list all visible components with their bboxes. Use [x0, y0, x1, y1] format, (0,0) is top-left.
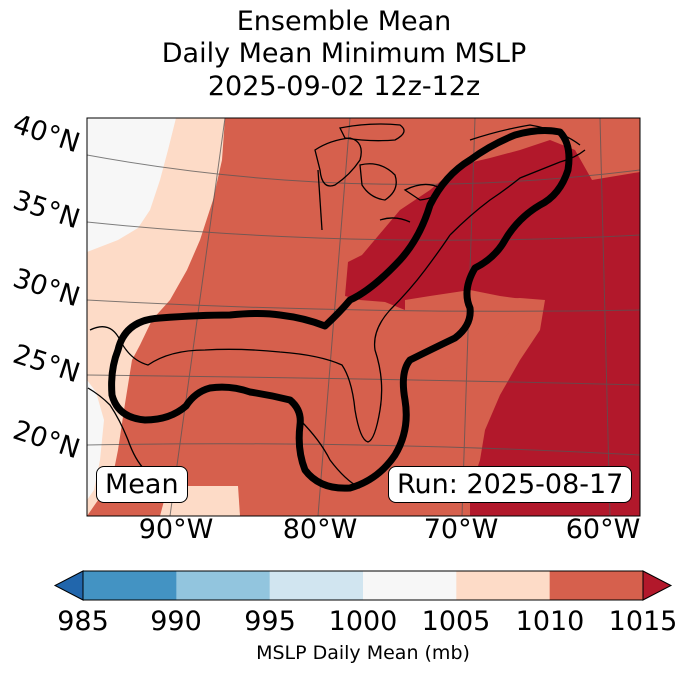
colorbar-segment-1000: [363, 571, 457, 600]
title-line-3: 2025-09-02 12z-12z: [207, 71, 481, 102]
colorbar-tick-1000: 1000: [328, 606, 398, 637]
colorbar-segment-990: [176, 571, 271, 600]
lon-label-90w: 90°W: [138, 514, 214, 545]
colorbar-tick-995: 995: [244, 606, 296, 637]
colorbar-label: MSLP Daily Mean (mb): [256, 642, 470, 664]
colorbar-segment-1005: [456, 571, 551, 600]
colorbar-tick-990: 990: [150, 606, 202, 637]
colorbar-extend-low: [53, 570, 84, 601]
colorbar-segment-995: [269, 571, 364, 600]
contour-outline: [108, 127, 573, 492]
colorbar-tick-1015: 1015: [608, 606, 678, 637]
run-label-box: Run: 2025-08-17: [388, 466, 633, 503]
colorbar-extend-high: [642, 570, 673, 601]
title-line-1: Ensemble Mean: [236, 6, 452, 37]
lon-label-60w: 60°W: [565, 514, 641, 545]
colorbar-tick-1010: 1010: [515, 606, 585, 637]
title-line-2: Daily Mean Minimum MSLP: [161, 38, 527, 69]
colorbar-segment-985: [83, 571, 177, 600]
map-frame: [86, 117, 641, 517]
mean-label-box: Mean: [96, 466, 188, 503]
lon-label-80w: 80°W: [282, 514, 358, 545]
field-below-1000: [87, 118, 176, 252]
colorbar-segment-1010: [549, 571, 644, 600]
colorbar-tick-1005: 1005: [421, 606, 491, 637]
field-below-1000-sw: [87, 380, 104, 500]
lon-label-70w: 70°W: [423, 514, 499, 545]
colorbar-tick-985: 985: [57, 606, 109, 637]
